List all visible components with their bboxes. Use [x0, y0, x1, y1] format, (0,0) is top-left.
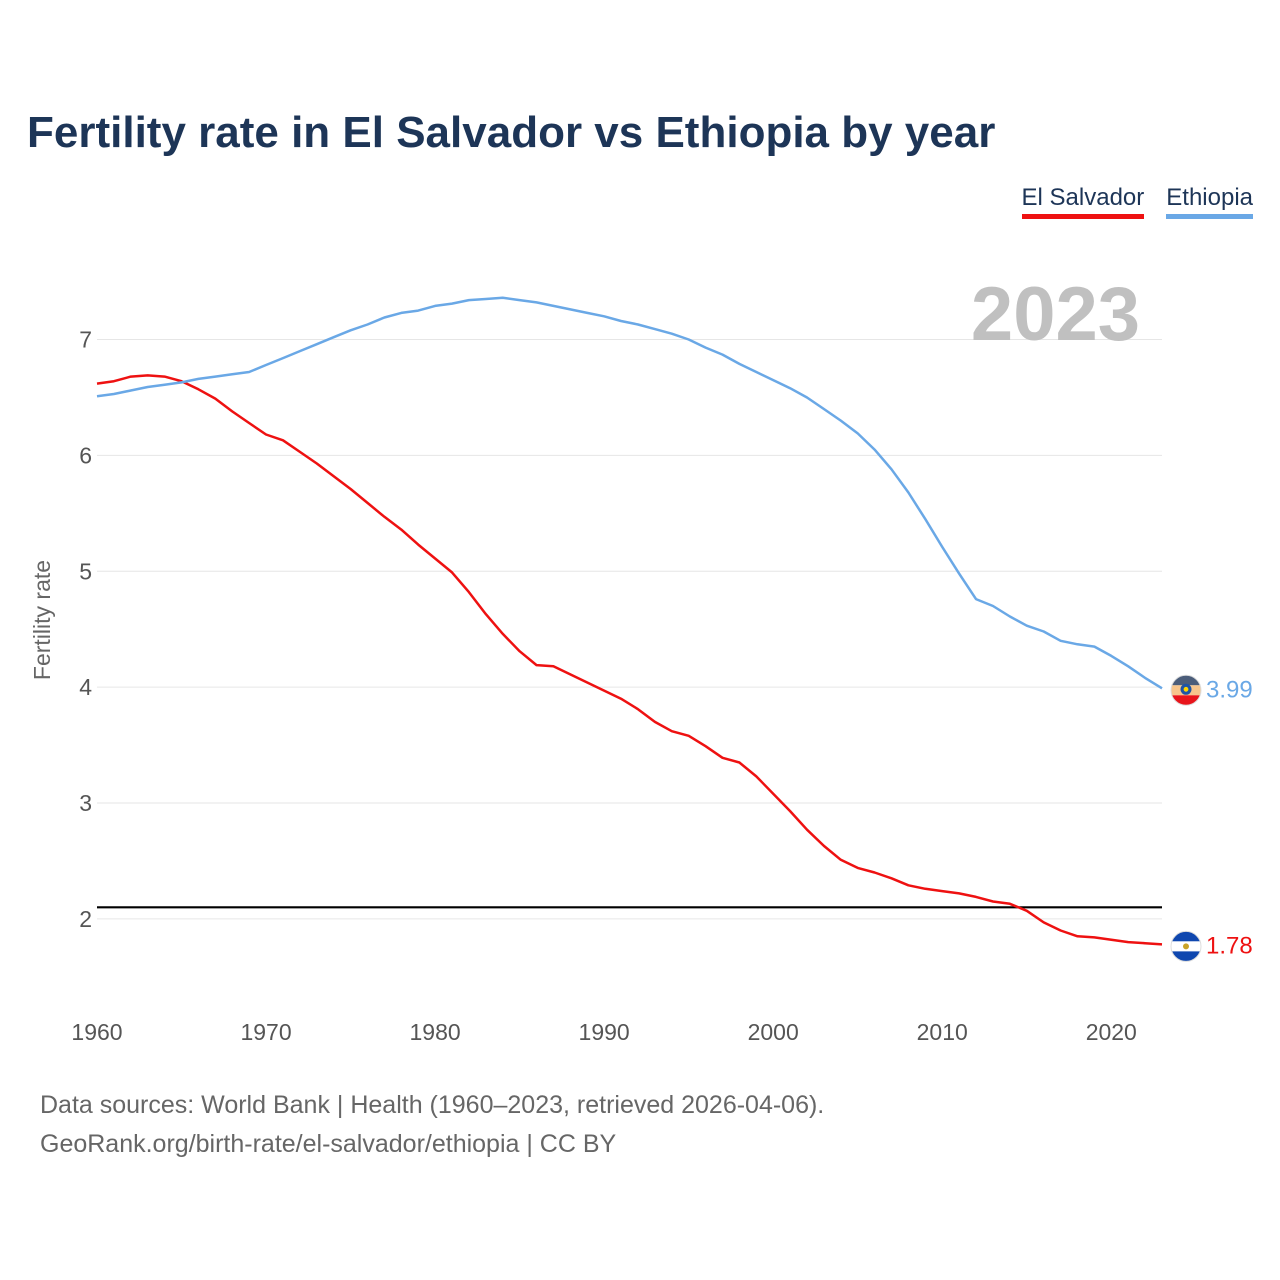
y-tick-label: 5: [79, 558, 92, 584]
y-axis-label: Fertility rate: [29, 560, 55, 680]
footer: Data sources: World Bank | Health (1960–…: [40, 1086, 824, 1164]
x-tick-label: 2020: [1086, 1019, 1137, 1045]
data-source-note: Data sources: World Bank | Health (1960–…: [40, 1091, 825, 1119]
x-tick-label: 1960: [71, 1019, 122, 1045]
y-tick-label: 4: [79, 674, 92, 700]
marker-layer: 1.78 3.99: [1170, 674, 1253, 962]
x-tick-label: 2000: [748, 1019, 799, 1045]
grid-layer: [97, 339, 1162, 920]
y-tick-label: 7: [79, 327, 92, 353]
x-tick-label: 1990: [579, 1019, 630, 1045]
axis-layer: 2 3 4 5 6 7 1960 1970 1980 1990 2000 2010 2020: [71, 327, 1136, 1045]
source-url[interactable]: GeoRank.org/birth-rate/el-salvador/ethio…: [40, 1130, 617, 1158]
end-value-label-ethiopia: 3.99: [1206, 676, 1253, 703]
series-line-ethiopia[interactable]: [96, 296, 1163, 690]
x-tick-label: 1970: [240, 1019, 291, 1045]
y-tick-label: 6: [79, 442, 92, 468]
end-value-label-el-salvador: 1.78: [1206, 932, 1253, 959]
legend-item-ethiopia[interactable]: Ethiopia: [1166, 184, 1253, 219]
series-line-el-salvador[interactable]: [96, 374, 1163, 946]
series-layer: [96, 296, 1163, 946]
legend: El Salvador Ethiopia: [1021, 184, 1253, 219]
chart-title: Fertility rate in El Salvador vs Ethiopi…: [27, 108, 996, 157]
x-tick-label: 2010: [917, 1019, 968, 1045]
flag-icon-el-salvador: [1170, 930, 1202, 962]
x-tick-label: 1980: [410, 1019, 461, 1045]
y-tick-label: 3: [79, 790, 92, 816]
flag-icon-ethiopia: [1170, 674, 1202, 706]
year-watermark: 2023: [971, 272, 1140, 357]
legend-item-el-salvador[interactable]: El Salvador: [1021, 184, 1145, 219]
y-tick-label: 2: [79, 906, 92, 932]
